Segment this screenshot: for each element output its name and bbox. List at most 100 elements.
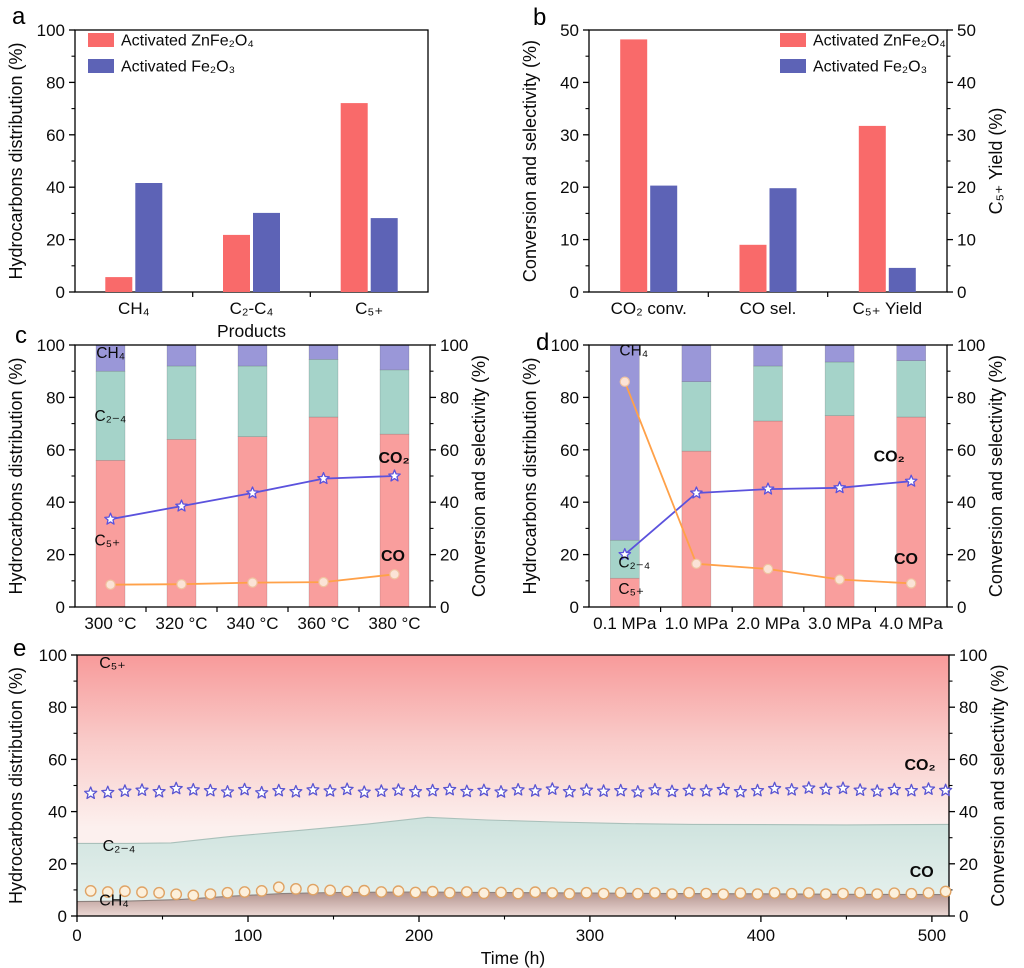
line-label: CO [381,548,405,565]
y-tick-label: 80 [959,698,978,717]
y-tick-label: 100 [551,336,579,355]
circle-marker [691,558,702,570]
star-marker [682,783,696,797]
star-marker [761,482,775,495]
y-tick-label: 60 [440,441,459,460]
y-tick-label: 30 [957,126,976,145]
segment-label: C₂₋₄ [618,555,650,572]
stack-segment [896,416,926,608]
y-tick-label: 40 [560,493,579,512]
x-axis-title: Products [217,321,286,341]
segment-label: CH₄ [619,343,648,360]
y-tick-label: 80 [957,388,976,407]
star-marker [648,782,662,796]
category-label: CO sel. [740,299,797,318]
y-tick-label: 0 [959,907,968,926]
y-tick-label: 100 [959,646,987,665]
bar-fe2o3 [135,183,163,292]
circle-marker [495,886,507,899]
circle-marker [170,888,183,901]
circle-marker [854,886,866,899]
stack-segment [379,344,410,371]
star-marker [904,474,918,487]
y-tick-label: 60 [959,750,978,769]
circle-marker [221,886,234,899]
y-tick-label: 100 [957,336,985,355]
y-tick-label: 20 [440,546,459,565]
bar-fe2o3 [253,212,280,292]
category-label: 340 °C [226,614,278,633]
x-tick-label: 100 [234,926,262,945]
y-axis-title-right: C₅₊ Yield (%) [986,108,1006,215]
star-marker [323,784,337,797]
star-marker [246,486,259,499]
stack-segment [610,344,640,541]
y-tick-label: 50 [957,21,976,40]
star-marker [833,481,846,494]
circle-marker [341,885,353,898]
circle-marker [614,886,627,899]
y-tick-label: 20 [46,231,65,250]
area-0 [77,892,949,916]
circle-marker [255,885,268,897]
star-marker [690,486,703,499]
star-marker [785,782,799,796]
star-marker [101,785,115,799]
panel-c: 300 °C 320 °C 340 °C 360 °C 380 °C 0 20 40 60 80 1… [6,336,489,633]
y-tick-label: 20 [48,855,67,874]
stack-segment [379,369,410,435]
y-tick-label: 40 [957,73,976,92]
stack-segment [166,365,197,440]
y-tick-label: 60 [48,750,67,769]
y-tick-label: 30 [560,126,579,145]
panel-label-d: d [536,329,550,356]
bar-znfe2o4 [739,244,767,292]
y-tick-label: 40 [959,803,978,822]
circle-marker [153,886,166,899]
y-tick-label: 60 [957,441,976,460]
y-tick-label: 100 [37,336,65,355]
star-marker [853,783,867,796]
legend-swatch [88,59,114,73]
stack-segment [753,344,783,367]
star-marker [460,784,474,798]
circle-marker [683,886,695,899]
star-marker [388,469,401,482]
category-label: 4.0 MPa [880,614,944,633]
circle-marker [307,883,319,896]
y-tick-label: 60 [46,441,65,460]
y-tick-label: 10 [957,231,976,250]
circle-marker [834,574,845,585]
line-label: CO₂ [874,449,905,466]
panel-a: 0 20 40 60 80 100 CH₄ C₂-C₄ C₅₊ Products Hydrocarb… [6,21,429,341]
bar-znfe2o4 [105,277,133,292]
category-label: 0.1 MPa [593,614,657,633]
y-tick-label: 20 [957,546,976,565]
star-marker [938,783,953,797]
category-label: C₅₊ [355,299,383,318]
star-marker [528,784,542,797]
panel-e: 0 20 40 60 80 100 0 20 40 60 80 100 0 100 200 300 400 500… [6,646,1008,968]
circle-marker [649,887,661,899]
star-marker [175,499,188,512]
circle-marker [785,887,798,900]
bar-znfe2o4 [340,103,368,292]
circle-marker [871,888,884,900]
stack-segment [237,365,268,437]
y-tick-label: 40 [46,178,65,197]
star-marker [614,783,628,797]
circle-marker [318,576,329,588]
y-tick-label: 40 [957,493,976,512]
y-tick-label: 40 [560,73,579,92]
y-tick-label: 20 [957,178,976,197]
star-marker [203,783,218,797]
stack-segment [681,381,712,452]
y-tick-label: 20 [560,546,579,565]
circle-marker [631,887,644,900]
stack-segment [610,577,640,608]
bar-fe2o3 [888,267,916,292]
star-marker [802,781,816,794]
panel-label-a: a [12,3,26,30]
bar-fe2o3 [650,185,678,292]
